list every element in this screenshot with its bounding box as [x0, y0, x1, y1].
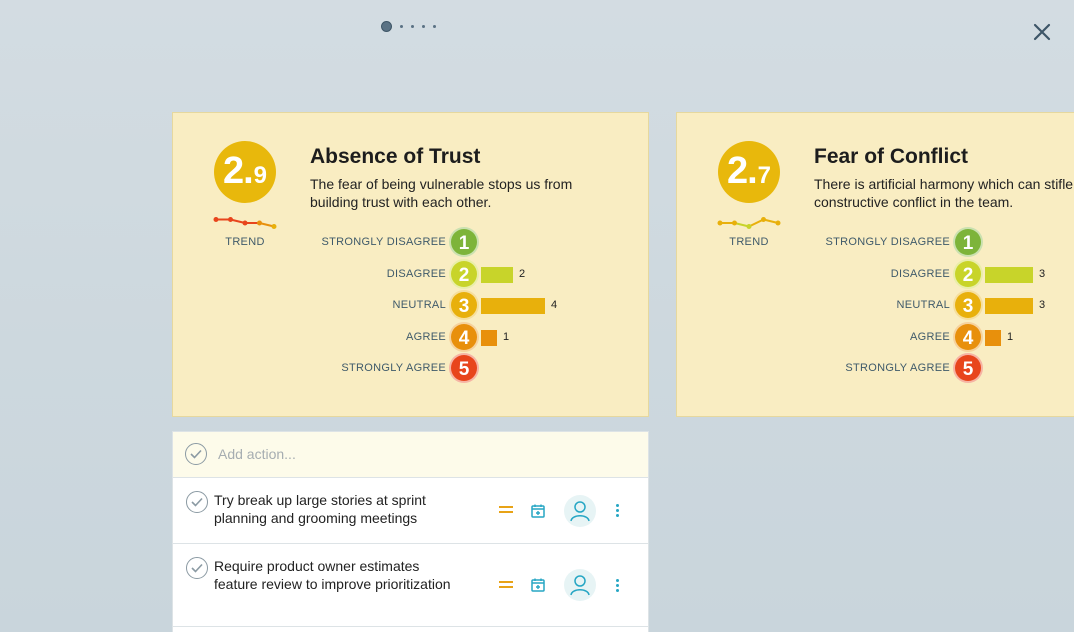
- page-dot-1[interactable]: [381, 20, 392, 32]
- response-count: 1: [1007, 330, 1014, 343]
- response-row: NEUTRAL 3 4: [173, 290, 648, 320]
- card-description: There is artificial harmony which can st…: [814, 176, 1074, 210]
- trend-point: [257, 220, 262, 226]
- trend-label: TREND: [729, 236, 769, 248]
- response-label: DISAGREE: [386, 267, 446, 280]
- response-row: STRONGLY DISAGREE 1: [173, 227, 648, 257]
- dysfunction-card-absence-of-trust[interactable]: 2. 9 TREND Absence of Trust The fear of b…: [172, 112, 649, 417]
- score-decimal: 9: [253, 162, 268, 189]
- close-icon[interactable]: [1030, 20, 1054, 44]
- response-label: NEUTRAL: [896, 299, 950, 311]
- trend-point: [242, 220, 248, 226]
- response-bar: [985, 298, 1033, 314]
- response-label: STRONGLY DISAGREE: [321, 236, 446, 248]
- response-label: AGREE: [405, 330, 446, 343]
- response-label: STRONGLY AGREE: [341, 362, 446, 374]
- trend-segment: [748, 218, 764, 228]
- response-label: STRONGLY DISAGREE: [825, 236, 950, 248]
- level-badge: 4: [953, 321, 983, 352]
- more-vertical-icon[interactable]: [616, 504, 620, 519]
- action-text[interactable]: Require product owner estimates feature …: [214, 558, 451, 592]
- complete-checkbox-icon[interactable]: [186, 557, 208, 579]
- level-badge: 1: [449, 227, 479, 257]
- response-row: DISAGREE 2 2: [173, 258, 648, 289]
- trend-point: [228, 217, 233, 222]
- response-row: STRONGLY AGREE 5: [173, 353, 648, 383]
- page-dot-3[interactable]: [411, 24, 414, 28]
- level-badge: 2: [953, 258, 983, 289]
- trend-point: [746, 224, 752, 229]
- page-dot-2[interactable]: [400, 24, 403, 28]
- checkmark-circle-icon: [185, 443, 207, 465]
- page-indicator: [381, 20, 436, 32]
- score-badge: 2. 9: [214, 141, 276, 203]
- response-count: 3: [1039, 267, 1046, 280]
- trend-point: [271, 224, 277, 229]
- action-item[interactable]: Require product owner estimates feature …: [173, 544, 648, 627]
- card-description: The fear of being vulnerable stops us fr…: [310, 176, 573, 210]
- response-count: 3: [1039, 299, 1046, 311]
- response-count: 2: [519, 267, 526, 280]
- add-action-row: [173, 432, 648, 478]
- person-icon[interactable]: [564, 569, 596, 601]
- level-badge: 3: [449, 290, 479, 320]
- score-whole: 2.: [726, 150, 758, 192]
- trend-point: [732, 220, 737, 226]
- calendar-add-icon[interactable]: [530, 577, 546, 593]
- score-decimal: 7: [757, 162, 772, 189]
- response-label: AGREE: [909, 330, 950, 343]
- action-item[interactable]: Try break up large stories at sprint pla…: [173, 478, 648, 544]
- score-whole: 2.: [222, 150, 254, 192]
- response-row: STRONGLY AGREE 5: [677, 353, 1074, 383]
- level-badge: 5: [953, 353, 983, 383]
- level-badge: 1: [953, 227, 983, 257]
- response-row: AGREE 4 1: [173, 321, 648, 352]
- more-vertical-icon[interactable]: [616, 579, 620, 594]
- response-row: NEUTRAL 3 3: [677, 290, 1074, 320]
- page-dot-5[interactable]: [433, 24, 436, 28]
- equals-priority-icon[interactable]: [499, 506, 513, 516]
- score-badge: 2. 7: [718, 141, 780, 203]
- trend-label: TREND: [225, 236, 265, 248]
- trend-point: [213, 217, 219, 222]
- response-count: 1: [503, 330, 510, 343]
- trend-sparkline: [213, 217, 277, 229]
- card-title: Fear of Conflict: [814, 145, 969, 168]
- level-badge: 2: [449, 258, 479, 289]
- card-title: Absence of Trust: [310, 145, 481, 168]
- response-row: AGREE 4 1: [677, 321, 1074, 352]
- dysfunction-card-fear-of-conflict[interactable]: 2. 7 TREND Fear of Conflict There is arti…: [676, 112, 1074, 417]
- level-badge: 4: [449, 321, 479, 352]
- add-action-input[interactable]: [218, 446, 598, 462]
- trend-sparkline: [717, 217, 781, 229]
- action-text[interactable]: Try break up large stories at sprint pla…: [214, 492, 426, 526]
- response-row: DISAGREE 2 3: [677, 258, 1074, 289]
- response-bar: [481, 266, 513, 283]
- complete-checkbox-icon[interactable]: [186, 491, 208, 513]
- response-bar: [481, 298, 545, 314]
- response-bar: [985, 266, 1033, 283]
- calendar-add-icon[interactable]: [530, 503, 546, 519]
- page-dot-4[interactable]: [422, 24, 425, 28]
- level-badge: 5: [449, 353, 479, 383]
- action-list: Try break up large stories at sprint pla…: [172, 431, 649, 632]
- trend-point: [775, 220, 781, 226]
- level-badge: 3: [953, 290, 983, 320]
- response-bar: [481, 329, 497, 346]
- response-label: NEUTRAL: [392, 299, 446, 311]
- response-label: STRONGLY AGREE: [845, 362, 950, 374]
- trend-point: [717, 220, 723, 226]
- trend-point: [761, 217, 766, 222]
- person-icon[interactable]: [564, 495, 596, 527]
- response-label: DISAGREE: [890, 267, 950, 280]
- equals-priority-icon[interactable]: [499, 581, 513, 591]
- response-row: STRONGLY DISAGREE 1: [677, 227, 1074, 257]
- response-bar: [985, 329, 1001, 346]
- response-count: 4: [551, 299, 558, 311]
